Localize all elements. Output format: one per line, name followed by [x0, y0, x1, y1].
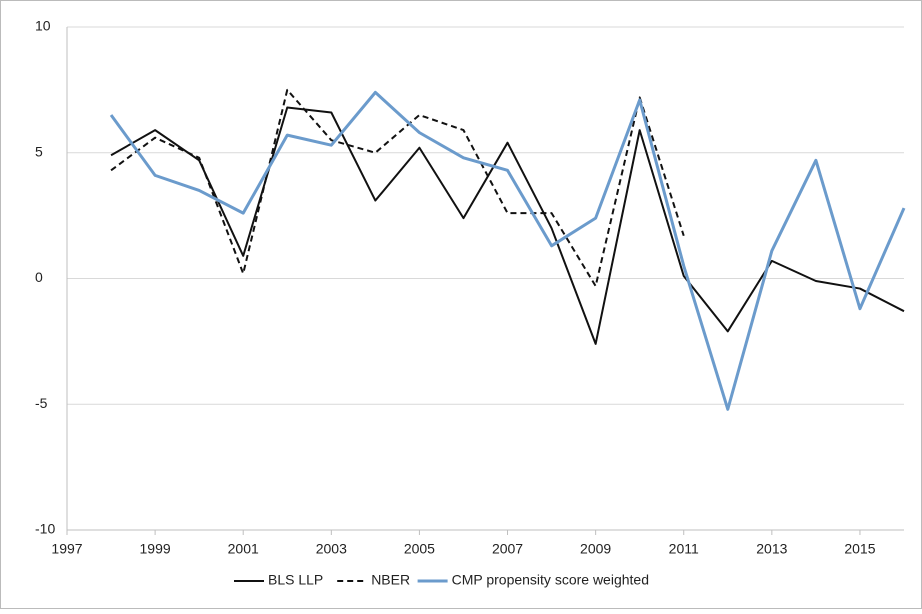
series-line: [110, 106, 905, 345]
legend-label: NBER: [371, 572, 410, 588]
series-line: [109, 90, 906, 411]
x-tick-label: 1997: [51, 541, 82, 557]
x-tick-label: 2011: [669, 541, 699, 557]
y-tick-label: 5: [35, 143, 43, 159]
x-tick-label: 2007: [492, 541, 523, 557]
y-tick-label: 0: [35, 269, 43, 285]
x-tick-label: 2001: [228, 541, 259, 557]
x-tick-label: 2003: [316, 541, 347, 557]
x-tick-label: 2009: [580, 541, 611, 557]
x-tick-label: 2013: [756, 541, 787, 557]
series-line: [110, 88, 685, 288]
x-tick-label: 2005: [404, 541, 435, 557]
x-tick-label: 2015: [844, 541, 875, 557]
y-tick-label: 10: [35, 18, 51, 34]
x-tick-label: 1999: [140, 541, 171, 557]
legend-label: BLS LLP: [268, 572, 323, 588]
y-tick-label: -10: [35, 521, 55, 537]
y-tick-label: -5: [35, 395, 48, 411]
legend-label: CMP propensity score weighted: [452, 572, 649, 588]
